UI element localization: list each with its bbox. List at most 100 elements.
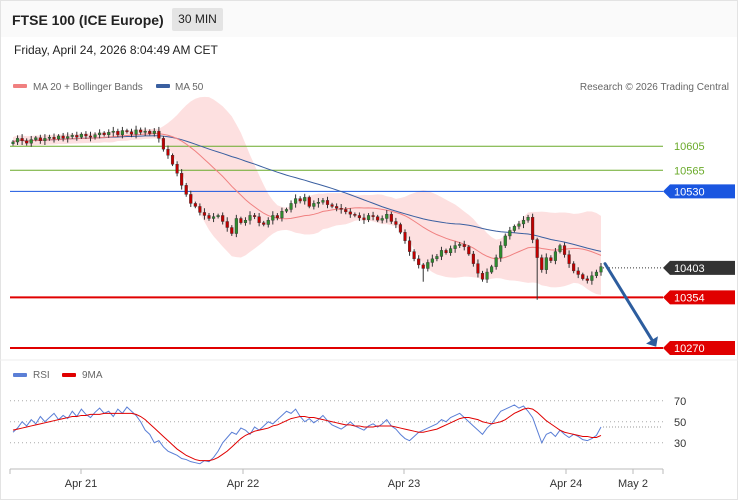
candle-body xyxy=(294,198,298,204)
candle-body xyxy=(198,206,202,213)
candle-body xyxy=(594,271,599,276)
timeframe-button[interactable]: 30 MIN xyxy=(172,8,223,31)
candle-body xyxy=(371,215,375,217)
candle-body xyxy=(102,132,106,135)
candle-body xyxy=(485,271,489,280)
candle-body xyxy=(585,278,589,281)
candle-body xyxy=(535,239,539,258)
candle-body xyxy=(362,217,366,220)
candle-body xyxy=(444,250,448,254)
candle-body xyxy=(321,200,325,203)
candle-body xyxy=(298,198,302,202)
rsi-ma-line xyxy=(12,407,602,462)
timestamp: Friday, April 24, 2026 8:04:49 AM CET xyxy=(14,43,218,57)
candle-body xyxy=(275,215,279,219)
legend-swatch-ma20 xyxy=(13,84,27,88)
candle-body xyxy=(430,258,434,263)
candle-body xyxy=(234,218,238,234)
candle-body xyxy=(75,135,79,138)
candle-body xyxy=(458,244,462,246)
candle-body xyxy=(503,235,507,246)
candle-body xyxy=(435,256,439,260)
candle-body xyxy=(316,202,320,204)
levels-layer xyxy=(10,145,663,349)
candle-body xyxy=(284,209,289,212)
candles-layer xyxy=(11,125,603,300)
candle-body xyxy=(66,136,70,139)
level-label-10270: 10270 xyxy=(674,343,705,355)
candle-body xyxy=(207,215,211,219)
candle-body xyxy=(508,230,512,237)
candle-body xyxy=(599,266,603,273)
candle-body xyxy=(20,138,24,141)
candle-body xyxy=(125,130,129,132)
instrument-title: FTSE 100 (ICE Europe) xyxy=(12,12,164,28)
x-tick-label: Apr 22 xyxy=(227,478,259,490)
candle-body xyxy=(193,203,197,207)
candle-body xyxy=(449,248,453,254)
candle-body xyxy=(421,264,425,269)
candle-body xyxy=(166,149,170,156)
legend-label-ma50: MA 50 xyxy=(175,82,204,93)
candle-body xyxy=(453,245,457,249)
candle-body xyxy=(417,258,421,266)
x-tick-label: Apr 23 xyxy=(388,478,420,490)
level-tag-10530 xyxy=(663,184,735,199)
candle-body xyxy=(29,139,33,144)
candle-body xyxy=(116,130,120,135)
candle-body xyxy=(562,245,567,255)
projection-arrow-shaft xyxy=(603,262,654,342)
candle-body xyxy=(512,226,516,231)
x-axis: Apr 21 Apr 22 Apr 23 Apr 24 May 2 xyxy=(9,468,664,490)
candle-body xyxy=(98,132,102,135)
candle-body xyxy=(225,221,229,228)
legend-label-rsi: RSI xyxy=(33,370,50,381)
candle-body xyxy=(480,273,485,280)
rsi-panel: 70 50 30 xyxy=(10,396,686,465)
candle-body xyxy=(157,130,161,139)
candle-body xyxy=(262,222,266,225)
candle-body xyxy=(239,218,243,223)
candle-body xyxy=(266,220,270,225)
level-label-10530: 10530 xyxy=(674,186,705,198)
candle-body xyxy=(581,274,585,279)
candle-body xyxy=(15,138,20,143)
level-tag-10270 xyxy=(663,340,735,355)
candle-body xyxy=(307,197,311,207)
candle-body xyxy=(180,173,184,186)
candle-body xyxy=(335,206,339,209)
rsi-line xyxy=(12,404,602,465)
candle-body xyxy=(143,130,147,133)
candle-body xyxy=(357,215,361,219)
x-tick-label: Apr 21 xyxy=(65,478,97,490)
level-tag-10354 xyxy=(663,290,735,305)
candle-body xyxy=(553,251,557,261)
candle-body xyxy=(394,221,398,225)
candle-body xyxy=(499,245,503,258)
rsi-level-label-50: 50 xyxy=(674,417,686,429)
candle-body xyxy=(79,133,83,138)
candle-body xyxy=(248,215,252,221)
candle-body xyxy=(161,138,165,150)
candle-body xyxy=(129,131,134,135)
credit-text: Research © 2026 Trading Central xyxy=(580,82,729,93)
candle-body xyxy=(439,250,444,257)
candle-body xyxy=(61,135,65,139)
candle-body xyxy=(202,212,207,216)
candle-body xyxy=(88,135,93,138)
candle-body xyxy=(280,211,284,219)
candle-body xyxy=(107,132,111,135)
candle-body xyxy=(70,135,74,137)
candle-body xyxy=(289,203,293,210)
level-tag-10403 xyxy=(663,260,735,275)
candle-body xyxy=(590,275,594,281)
price-legend: MA 20 + Bollinger Bands MA 50 Research ©… xyxy=(13,82,729,93)
candle-body xyxy=(52,136,56,140)
candle-body xyxy=(330,204,334,207)
candle-body xyxy=(544,257,548,270)
candle-body xyxy=(389,214,393,222)
candle-body xyxy=(93,134,97,138)
candle-body xyxy=(380,218,384,221)
